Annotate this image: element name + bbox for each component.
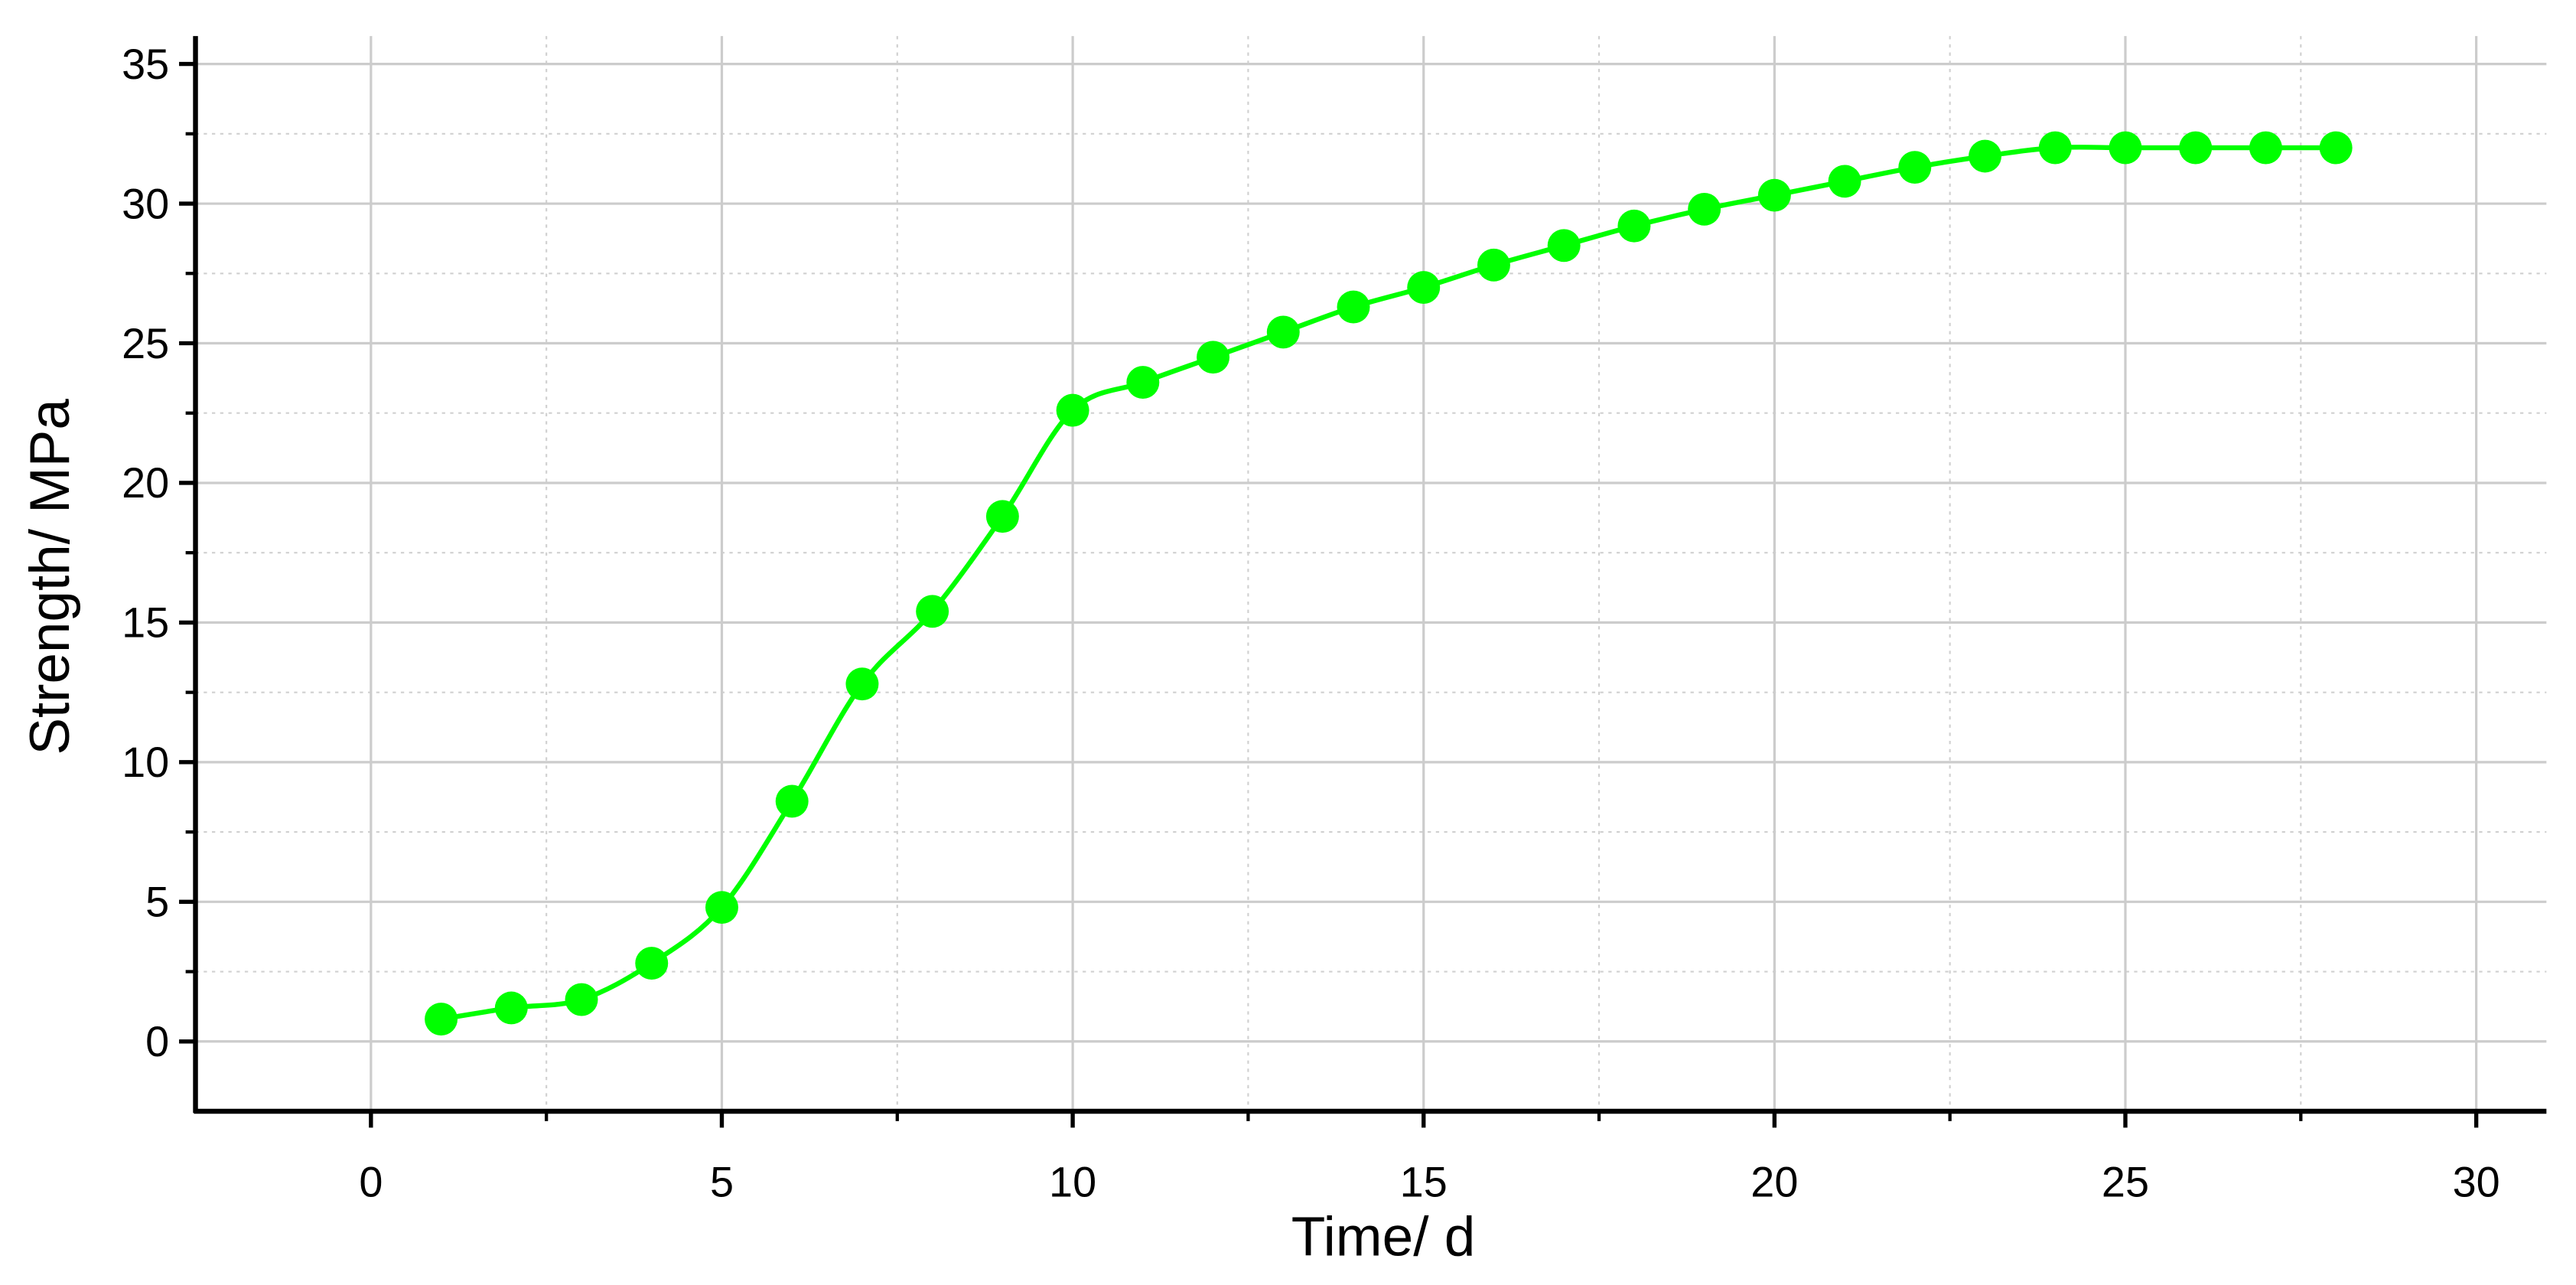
data-point <box>1828 165 1861 198</box>
data-point <box>985 500 1019 533</box>
data-point <box>705 891 738 925</box>
y-tick-label: 15 <box>122 599 169 647</box>
y-tick-label: 20 <box>122 459 169 507</box>
y-tick-label: 30 <box>122 180 169 227</box>
data-point <box>845 667 879 701</box>
data-point <box>565 983 598 1016</box>
data-point <box>1407 271 1441 304</box>
y-axis-label: Strength/ MPa <box>19 399 81 755</box>
y-tick-label: 10 <box>122 739 169 786</box>
data-point <box>1056 393 1089 427</box>
data-point <box>2249 131 2282 165</box>
data-point <box>2038 131 2072 165</box>
y-tick-label: 35 <box>122 41 169 88</box>
data-point <box>916 595 949 628</box>
data-point <box>1617 209 1651 243</box>
x-tick-label: 5 <box>710 1158 734 1205</box>
data-point <box>1337 290 1370 324</box>
y-tick-label: 0 <box>145 1018 169 1065</box>
x-axis-label: Time/ d <box>1291 1206 1476 1268</box>
data-point <box>425 1003 458 1036</box>
data-point <box>1266 315 1300 349</box>
data-point <box>1547 229 1581 263</box>
data-point <box>1477 248 1510 282</box>
data-point <box>1898 151 1932 184</box>
data-point <box>1197 341 1230 374</box>
x-tick-label: 15 <box>1400 1158 1448 1205</box>
data-point <box>494 991 528 1025</box>
y-tick-label: 25 <box>122 320 169 367</box>
data-point <box>635 947 669 980</box>
y-tick-label: 5 <box>145 879 169 926</box>
data-point <box>775 784 809 818</box>
data-point <box>1688 192 1721 226</box>
data-line <box>441 145 2337 1022</box>
data-point <box>2319 131 2353 165</box>
data-point <box>2109 131 2142 165</box>
data-point <box>1757 178 1791 212</box>
x-tick-label: 30 <box>2453 1158 2500 1205</box>
data-point <box>1969 139 2002 173</box>
x-tick-label: 0 <box>359 1158 383 1205</box>
data-point <box>1126 366 1160 400</box>
data-point <box>2179 131 2213 165</box>
x-tick-label: 20 <box>1750 1158 1798 1205</box>
x-tick-label: 25 <box>2102 1158 2149 1205</box>
x-tick-label: 10 <box>1049 1158 1096 1205</box>
